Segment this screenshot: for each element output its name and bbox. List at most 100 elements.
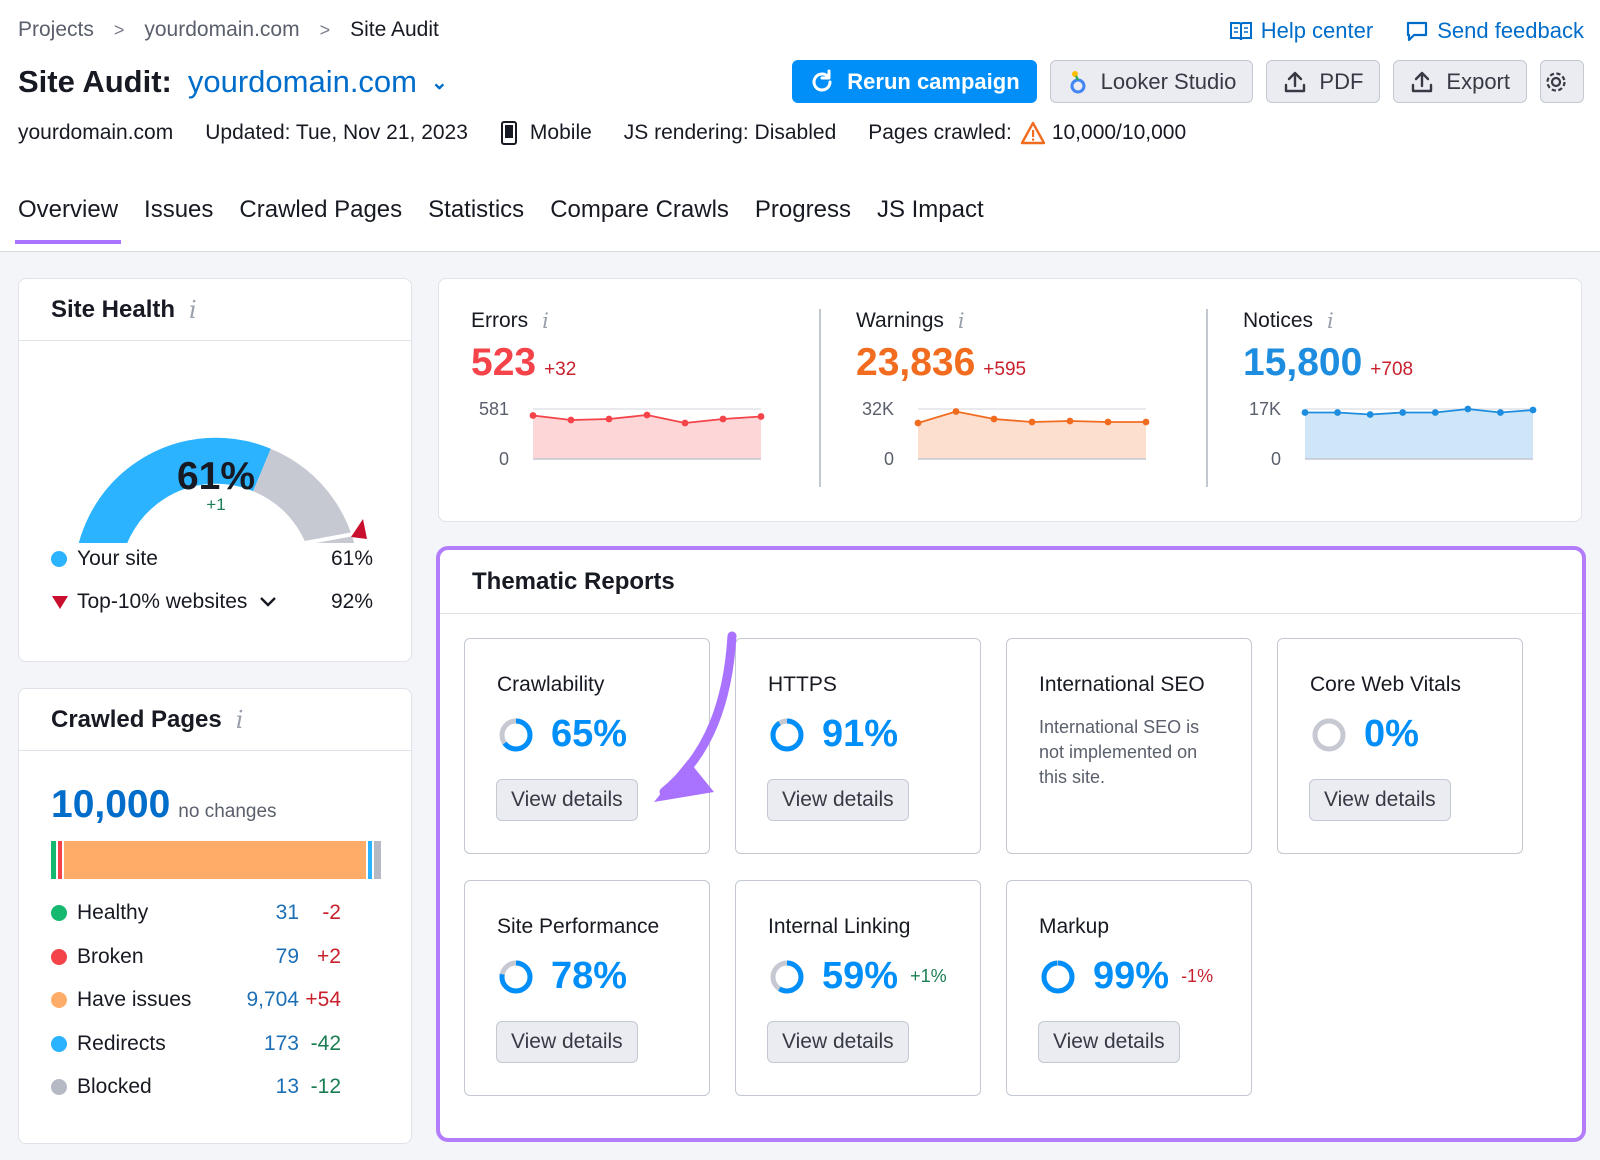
report-name: International SEO — [1039, 673, 1205, 696]
view-details-button[interactable]: View details — [496, 779, 638, 821]
tab-crawled-pages[interactable]: Crawled Pages — [239, 196, 403, 223]
view-details-button[interactable]: View details — [767, 1021, 909, 1063]
trend-point[interactable] — [643, 411, 651, 419]
trend-point[interactable] — [1334, 409, 1341, 416]
crawled-total: 10,000 no changes — [51, 783, 277, 827]
errors-label: Errors i — [471, 309, 801, 333]
row-label: Have issues — [77, 988, 192, 1011]
gauge-your-site-arc — [78, 437, 271, 543]
status-dot — [51, 992, 67, 1008]
chevron-down-icon[interactable] — [259, 596, 277, 608]
view-details-button[interactable]: View details — [1038, 1021, 1180, 1063]
bar-segment-have-issues[interactable] — [64, 841, 368, 879]
tab-statistics[interactable]: Statistics — [428, 196, 525, 223]
chevron-right-icon: > — [113, 19, 125, 40]
legend-top10-value: 92% — [330, 590, 373, 613]
settings-button[interactable] — [1540, 60, 1584, 103]
row-delta: -2 — [322, 901, 341, 924]
crawled-total-value[interactable]: 10,000 — [51, 783, 171, 826]
warnings-count[interactable]: 23,836 — [856, 341, 976, 384]
trend-point[interactable] — [1301, 409, 1309, 416]
trend-point[interactable] — [1366, 411, 1374, 418]
trend-point[interactable] — [1066, 417, 1074, 425]
report-percent: 65% — [551, 713, 628, 755]
meta-js-rendering: JS rendering: Disabled — [623, 121, 837, 144]
export-label: Export — [1446, 68, 1510, 94]
thematic-reports-title: Thematic Reports — [472, 567, 675, 595]
book-icon — [1229, 22, 1252, 41]
legend-top10-label: Top-10% websites — [77, 590, 248, 613]
notices-value: 15,800 +708 — [1243, 341, 1573, 385]
trend-point[interactable] — [1497, 409, 1504, 416]
y-min-label: 0 — [499, 449, 509, 469]
trend-point[interactable] — [990, 415, 998, 423]
row-value[interactable]: 79 — [275, 944, 299, 968]
site-health-header: Site Health i — [19, 279, 411, 341]
bar-segment-redirects[interactable] — [367, 841, 375, 879]
tab-js-impact[interactable]: JS Impact — [876, 196, 984, 223]
trend-point[interactable] — [914, 419, 922, 427]
report-score: 0% — [1310, 713, 1419, 756]
trend-point[interactable] — [1142, 418, 1150, 426]
y-max-label: 581 — [479, 399, 509, 419]
pdf-button[interactable]: PDF — [1266, 60, 1381, 103]
info-icon[interactable]: i — [189, 295, 197, 324]
bar-segment-blocked[interactable] — [374, 841, 381, 879]
chevron-down-icon[interactable]: ⌄ — [431, 71, 448, 94]
breadcrumb-domain[interactable]: yourdomain.com — [144, 18, 300, 41]
trend-point[interactable] — [1028, 418, 1036, 426]
trend-point[interactable] — [1529, 406, 1537, 414]
warnings-metric: Warnings i 23,836 +595 32K 0 — [856, 309, 1186, 488]
row-value[interactable]: 13 — [275, 1075, 299, 1098]
site-health-card: Site Health i 61% +1 Your site 61% Top-10… — [18, 278, 412, 662]
row-value[interactable]: 9,704 — [246, 988, 299, 1011]
trend-point[interactable] — [757, 413, 765, 420]
bar-segment-broken[interactable] — [57, 841, 65, 879]
looker-studio-button[interactable]: Looker Studio — [1049, 60, 1254, 103]
tab-overview[interactable]: Overview — [14, 196, 122, 244]
breadcrumb-projects[interactable]: Projects — [18, 18, 94, 41]
report-score: 59% +1% — [768, 955, 947, 998]
tab-issues[interactable]: Issues — [144, 196, 214, 223]
rerun-campaign-button[interactable]: Rerun campaign — [792, 60, 1037, 103]
row-value[interactable]: 173 — [263, 1031, 299, 1055]
send-feedback-link[interactable]: Send feedback — [1405, 18, 1584, 44]
trend-point[interactable] — [952, 408, 960, 415]
trend-point[interactable] — [605, 415, 613, 423]
row-label: Redirects — [77, 1031, 166, 1055]
y-max-label: 32K — [862, 399, 894, 419]
trend-point[interactable] — [567, 416, 575, 424]
tab-progress[interactable]: Progress — [754, 196, 851, 223]
gauge-remaining-arc — [252, 448, 354, 543]
thematic-reports-header: Thematic Reports — [440, 550, 1582, 614]
trend-point[interactable] — [529, 412, 537, 419]
view-details-button[interactable]: View details — [496, 1021, 638, 1063]
audit-meta: yourdomain.com Updated: Tue, Nov 21, 202… — [18, 120, 1218, 146]
info-icon[interactable]: i — [957, 309, 965, 333]
info-icon[interactable]: i — [235, 705, 244, 734]
info-icon[interactable]: i — [542, 309, 549, 333]
help-center-link[interactable]: Help center — [1229, 18, 1373, 44]
site-health-delta: +1 — [206, 495, 226, 514]
trend-point[interactable] — [681, 419, 689, 427]
trend-point[interactable] — [1104, 418, 1112, 426]
report-name: Markup — [1039, 915, 1110, 938]
tab-compare-crawls[interactable]: Compare Crawls — [550, 196, 729, 223]
legend-top10[interactable]: Top-10% websites 92% — [51, 590, 373, 614]
info-icon[interactable]: i — [1327, 309, 1334, 333]
status-dot — [51, 1035, 67, 1052]
export-button[interactable]: Export — [1393, 60, 1527, 103]
bar-segment-healthy[interactable] — [51, 841, 58, 879]
trend-point[interactable] — [1464, 405, 1472, 413]
row-value[interactable]: 31 — [275, 901, 299, 924]
notices-count[interactable]: 15,800 — [1243, 341, 1363, 384]
toolbar-actions: Rerun campaign Looker Studio PDF Export — [779, 60, 1584, 103]
trend-point[interactable] — [1399, 409, 1407, 416]
view-details-button[interactable]: View details — [1309, 779, 1451, 821]
trend-point[interactable] — [1431, 409, 1439, 416]
trend-area — [918, 411, 1146, 459]
errors-count[interactable]: 523 — [471, 341, 537, 384]
domain-selector[interactable]: yourdomain.com — [187, 64, 417, 99]
view-details-button[interactable]: View details — [767, 779, 909, 821]
trend-point[interactable] — [719, 415, 727, 423]
